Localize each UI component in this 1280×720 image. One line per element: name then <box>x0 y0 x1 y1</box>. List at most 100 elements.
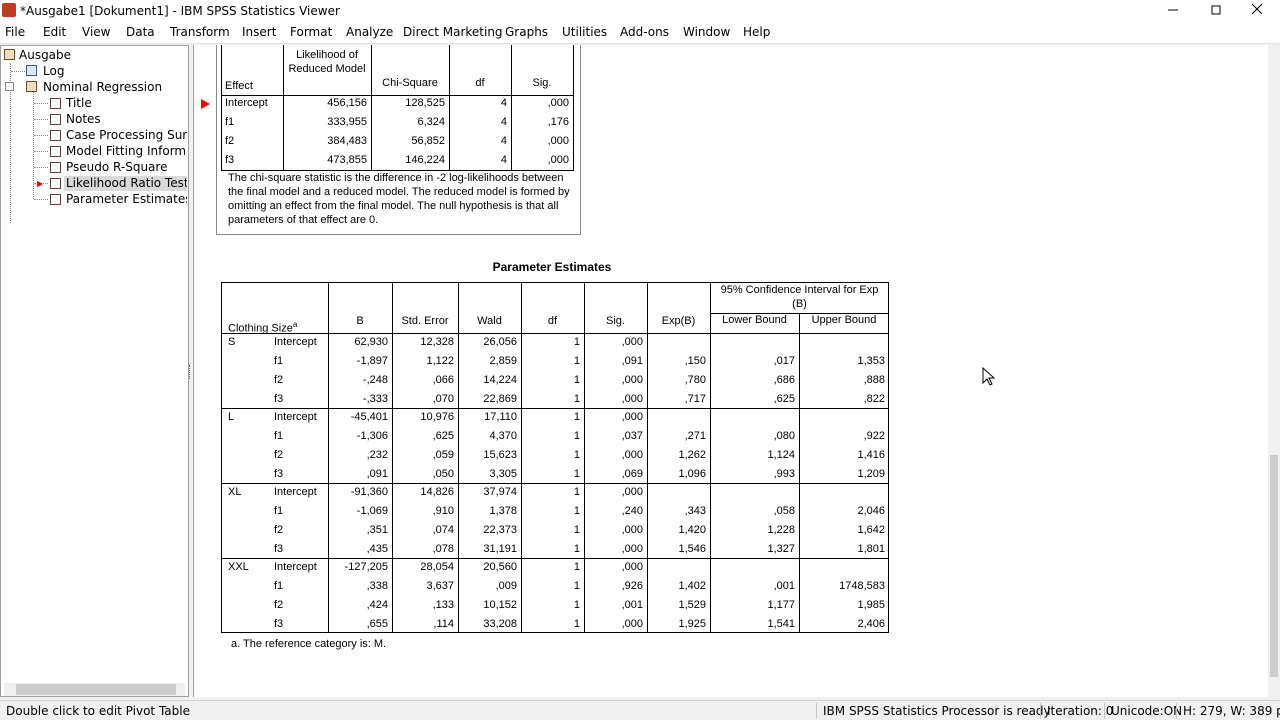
outline-log[interactable]: Log <box>43 64 65 78</box>
table-frame[interactable] <box>216 45 581 235</box>
table-cell: 3,305 <box>489 467 517 480</box>
row-label: f2 <box>225 135 235 147</box>
table-cell: ,338 <box>366 580 388 593</box>
menu-item[interactable]: Graphs <box>505 25 549 39</box>
row-label: Intercept <box>225 97 268 109</box>
column-header: 95% Confidence Interval for Exp (B) <box>720 284 879 310</box>
table-cell: 1,801 <box>857 542 885 555</box>
table-cell: 1 <box>573 542 580 555</box>
outline-item[interactable]: Pseudo R-Square <box>66 160 168 174</box>
table-rule <box>221 333 889 334</box>
table-cell: 1,262 <box>678 448 706 461</box>
row-label: f3 <box>274 467 284 480</box>
scroll-thumb[interactable] <box>1270 455 1278 677</box>
menu-item[interactable]: Transform <box>170 25 230 39</box>
outline-procedure[interactable]: Nominal Regression <box>43 80 163 94</box>
table-icon <box>50 114 61 125</box>
table-rule <box>221 408 889 409</box>
table-cell: ,000 <box>621 392 643 405</box>
column-header: B <box>356 315 364 327</box>
table-cell: -45,401 <box>350 411 388 424</box>
table-cell: -1,306 <box>356 430 388 443</box>
table-cell: ,780 <box>684 373 706 386</box>
table-cell: ,000 <box>621 617 643 630</box>
menu-item[interactable]: File <box>5 25 26 39</box>
menu-item[interactable]: Add-ons <box>620 25 669 39</box>
row-label: f3 <box>274 392 284 405</box>
table-cell: 1,541 <box>767 617 795 630</box>
table-cell: 1 <box>573 355 580 368</box>
table-cell: ,000 <box>621 373 643 386</box>
menu-bar: File Edit View Data Transform Insert Format Ana… <box>0 22 1280 44</box>
menu-item[interactable]: Direct Marketing <box>403 25 503 39</box>
outline-hscroll[interactable] <box>4 683 185 696</box>
table-cell: 4 <box>500 135 507 147</box>
table-cell: 1,124 <box>767 448 795 461</box>
folder-icon <box>4 49 15 60</box>
output-vscroll[interactable] <box>1268 45 1280 697</box>
menu-item[interactable]: Insert <box>242 25 277 39</box>
menu-item[interactable]: Edit <box>43 25 67 39</box>
pivot-table[interactable] <box>221 282 889 633</box>
table-cell: ,017 <box>773 355 795 368</box>
menu-item[interactable]: Format <box>290 25 333 39</box>
table-cell: ,000 <box>547 135 569 147</box>
table-cell: 26,056 <box>483 336 517 349</box>
table-cell: ,001 <box>621 598 643 611</box>
table-cell: 1,353 <box>857 355 885 368</box>
menu-item[interactable]: Window <box>683 25 731 39</box>
outline-pane: Ausgabe Log Nominal Regression Title Notes Ca… <box>0 45 189 697</box>
table-cell: 1 <box>573 561 580 574</box>
table-icon <box>50 98 61 109</box>
footnote-marker: a <box>292 320 298 329</box>
table-cell: 1 <box>573 392 580 405</box>
table-cell: 1748,583 <box>839 580 885 593</box>
table-cell: ,000 <box>621 523 643 536</box>
status-iteration: Iteration: 0 <box>1040 703 1119 719</box>
category-label: L <box>228 410 235 423</box>
menu-item[interactable]: View <box>82 25 111 39</box>
footnote: a. The reference category is: M. <box>231 638 387 650</box>
close-button[interactable] <box>1251 3 1263 15</box>
outline-item[interactable]: Parameter Estimates <box>66 192 187 206</box>
row-label: f1 <box>274 580 284 593</box>
collapse-toggle[interactable] <box>5 82 14 91</box>
scroll-thumb[interactable] <box>16 684 176 695</box>
table-cell: ,922 <box>863 430 885 443</box>
table-rule <box>710 282 711 633</box>
table-cell: ,069 <box>621 467 643 480</box>
outline-root[interactable]: Ausgabe <box>19 48 72 62</box>
table-cell: ,009 <box>495 580 517 593</box>
selected-arrow <box>37 181 43 187</box>
outline-item[interactable]: Notes <box>66 112 101 126</box>
table-cell: 1,327 <box>767 542 795 555</box>
menu-item[interactable]: Data <box>126 25 155 39</box>
table-rule <box>449 45 450 170</box>
table-cell: ,066 <box>432 373 454 386</box>
table-cell: 22,373 <box>483 523 517 536</box>
outline-item[interactable]: Model Fitting Information <box>66 144 187 158</box>
row-label: f2 <box>274 598 284 611</box>
row-label: f3 <box>225 154 235 166</box>
row-header: Clothing Sizea <box>228 318 297 336</box>
table-icon <box>50 194 61 205</box>
outline-item[interactable]: Case Processing Summary <box>66 128 187 142</box>
table-cell: 56,852 <box>411 135 445 147</box>
outline-item[interactable]: Likelihood Ratio Tests <box>64 176 187 191</box>
restore-button[interactable] <box>1211 5 1221 15</box>
table-cell: ,059 <box>432 448 454 461</box>
menu-item[interactable]: Help <box>743 25 771 39</box>
table-rule <box>283 45 284 170</box>
outline-item[interactable]: Title <box>66 96 92 110</box>
column-header: Chi-Square <box>382 77 438 89</box>
table-cell: ,271 <box>684 430 706 443</box>
menu-item[interactable]: Utilities <box>562 25 608 39</box>
splitter[interactable] <box>189 365 193 379</box>
menu-item[interactable]: Analyze <box>346 25 394 39</box>
outline-tree: Ausgabe Log Nominal Regression Title Notes Ca… <box>1 46 187 676</box>
table-cell: ,910 <box>432 505 454 518</box>
table-cell: 15,623 <box>483 448 517 461</box>
table-cell: ,050 <box>432 467 454 480</box>
